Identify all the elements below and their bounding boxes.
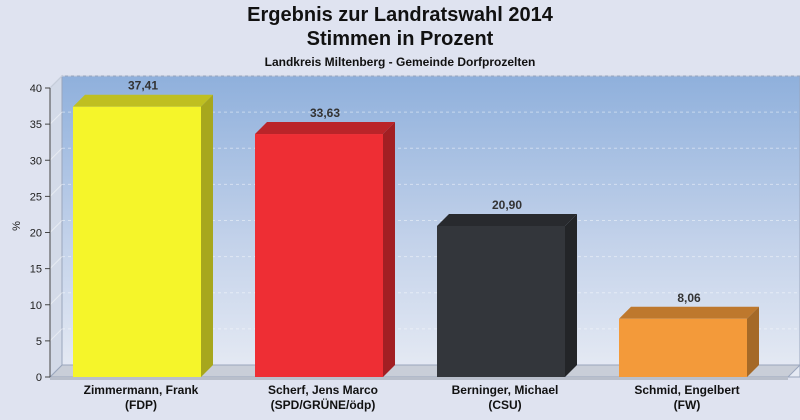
bar-front [73, 106, 201, 377]
y-tick-label: 40 [30, 83, 42, 95]
gridline-side [49, 147, 63, 161]
gridline-side [49, 256, 63, 269]
gridline-side [49, 111, 63, 125]
bar [437, 213, 577, 377]
x-category-party-label: (SPD/GRÜNE/ödp) [271, 397, 376, 412]
bar-front [619, 318, 747, 377]
bar-value-label: 8,06 [677, 291, 701, 305]
x-category-label: Berninger, Michael [452, 383, 559, 397]
x-category-label: Schmid, Engelbert [634, 383, 739, 397]
bar-side [201, 94, 213, 377]
chart-location-subtitle: Landkreis Miltenberg - Gemeinde Dorfproz… [264, 55, 536, 69]
bar [73, 94, 213, 377]
bar-top [255, 122, 395, 135]
gridline-side [49, 328, 63, 342]
bar-side [383, 122, 395, 377]
y-tick-label: 0 [36, 372, 42, 384]
y-tick-label: 20 [30, 228, 42, 240]
bar-value-label: 20,90 [492, 198, 522, 212]
x-category-party-label: (FW) [674, 398, 701, 412]
bar-side [747, 306, 759, 377]
chart-title: Ergebnis zur Landratswahl 2014 [247, 4, 553, 26]
bar-front [437, 225, 565, 377]
bar [255, 122, 395, 377]
x-category-party-label: (CSU) [488, 398, 521, 412]
bar [619, 306, 759, 377]
x-category-label: Scherf, Jens Marco [268, 383, 378, 397]
x-category-label: Zimmermann, Frank [84, 383, 199, 397]
chart-subtitle: Stimmen in Prozent [306, 28, 494, 50]
y-tick-label: 30 [30, 155, 42, 167]
y-tick-label: 25 [30, 191, 42, 203]
y-tick-label: 10 [30, 300, 42, 312]
x-category-party-label: (FDP) [125, 398, 157, 412]
bar-top [619, 306, 759, 319]
plot-floor-edge [50, 377, 788, 380]
gridline-side [49, 292, 63, 306]
bar-value-label: 37,41 [128, 79, 158, 93]
bar-top [437, 213, 577, 226]
y-tick-label: 5 [36, 336, 42, 348]
bar-top [73, 94, 213, 107]
y-tick-label: 35 [30, 119, 42, 131]
gridline-side [49, 75, 63, 89]
y-tick-label: 15 [30, 264, 42, 276]
y-axis-label: % [11, 221, 23, 231]
bar-front [255, 134, 383, 377]
gridline-side [49, 220, 63, 233]
bar-side [565, 213, 577, 377]
bar-value-label: 33,63 [310, 106, 340, 120]
gridline-side [49, 184, 63, 197]
